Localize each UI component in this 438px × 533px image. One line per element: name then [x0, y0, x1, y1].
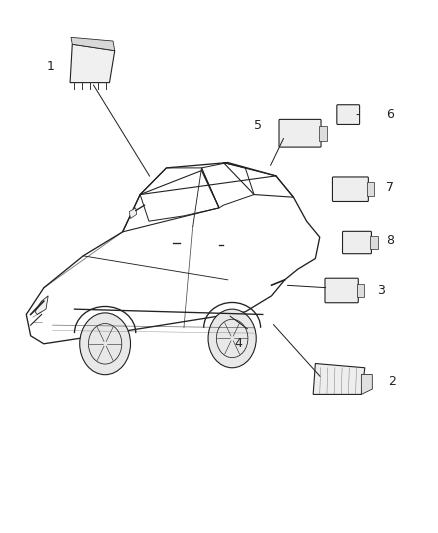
- Polygon shape: [313, 364, 365, 394]
- FancyBboxPatch shape: [332, 177, 368, 201]
- Polygon shape: [129, 208, 137, 219]
- FancyBboxPatch shape: [279, 119, 321, 147]
- Circle shape: [80, 313, 131, 375]
- Text: 7: 7: [386, 181, 394, 194]
- Bar: [319, 126, 327, 141]
- Polygon shape: [361, 374, 372, 394]
- Text: 3: 3: [377, 284, 385, 297]
- FancyBboxPatch shape: [343, 231, 371, 254]
- Circle shape: [208, 309, 256, 368]
- Polygon shape: [70, 44, 115, 83]
- Bar: [370, 237, 378, 248]
- Text: 8: 8: [386, 235, 394, 247]
- Text: 6: 6: [386, 108, 394, 121]
- Text: 1: 1: [46, 60, 54, 73]
- Bar: [367, 182, 374, 196]
- Bar: [357, 284, 364, 297]
- Polygon shape: [35, 296, 48, 314]
- Polygon shape: [71, 37, 115, 51]
- FancyBboxPatch shape: [337, 104, 360, 124]
- Text: 5: 5: [254, 119, 262, 132]
- Text: 2: 2: [388, 375, 396, 387]
- FancyBboxPatch shape: [325, 278, 358, 303]
- Text: 4: 4: [235, 337, 243, 350]
